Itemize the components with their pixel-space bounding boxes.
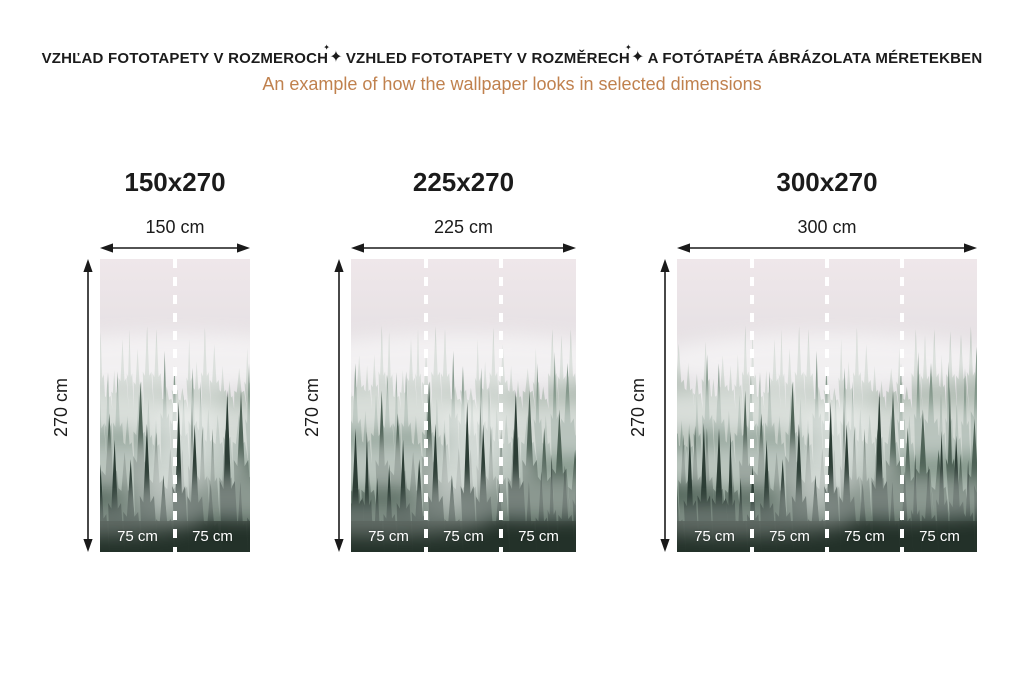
panel-seam-divider — [825, 259, 829, 552]
segment-width-label: 75 cm — [443, 528, 484, 545]
dimension-panels-row: 150x270 150 cm 270 cm 75 cm 75 cm 225x270… — [0, 167, 1024, 557]
wallpaper-preview: 75 cm 75 cm 75 cm — [351, 259, 576, 552]
sparkle-icon: ✦ ✦ — [323, 43, 343, 66]
dimension-panel-225x270: 225x270 225 cm 270 cm 75 cm 75 cm 75 cm — [297, 167, 576, 557]
width-dimension-label: 150 cm — [145, 217, 205, 237]
header: VZHĽAD FOTOTAPETY V ROZMEROCH✦ ✦ VZHLED FO… — [0, 0, 1024, 95]
panel-seam-divider — [750, 259, 754, 552]
page-title: VZHĽAD FOTOTAPETY V ROZMEROCH✦ ✦ VZHLED FO… — [0, 43, 1024, 68]
width-dimension-label: 300 cm — [797, 217, 857, 237]
segment-width-label: 75 cm — [117, 528, 158, 545]
segment-width-label: 75 cm — [368, 528, 409, 545]
segment-width-label: 75 cm — [769, 528, 810, 545]
page-subtitle: An example of how the wallpaper looks in… — [262, 74, 762, 94]
height-dimension-label: 270 cm — [50, 378, 71, 438]
sparkle-icon: ✦ ✦ — [624, 43, 645, 66]
sparkle-small-icon: ✦ — [323, 43, 331, 52]
panel-seam-divider — [173, 259, 177, 552]
panel-seam-divider — [900, 259, 904, 552]
panel-dimension-title: 300x270 — [776, 167, 878, 197]
title-part-czech: VZHLED FOTOTAPETY V ROZMĚRECH — [345, 50, 630, 67]
dimension-panel-300x270: 300x270 300 cm 270 cm 75 cm 75 cm 75 cm 75 … — [623, 167, 977, 557]
vertical-measure-arrow — [331, 259, 347, 557]
height-dimension-label: 270 cm — [627, 378, 648, 438]
segment-width-label: 75 cm — [844, 528, 885, 545]
horizontal-measure-arrow — [677, 240, 977, 256]
segment-width-label: 75 cm — [694, 528, 735, 545]
horizontal-measure-arrow — [100, 240, 250, 256]
sparkle-small-icon: ✦ — [624, 43, 632, 52]
panel-seam-divider — [424, 259, 428, 552]
horizontal-measure-arrow — [351, 240, 576, 256]
wallpaper-preview: 75 cm 75 cm 75 cm 75 cm — [677, 259, 977, 552]
dimension-panel-150x270: 150x270 150 cm 270 cm 75 cm 75 cm — [46, 167, 250, 557]
panel-dimension-title: 225x270 — [412, 167, 515, 197]
foggy-forest-wallpaper-photo — [351, 259, 576, 552]
wallpaper-preview: 75 cm 75 cm — [100, 259, 250, 552]
panel-dimension-title: 150x270 — [124, 167, 226, 197]
segment-width-label: 75 cm — [192, 528, 233, 545]
panel-seam-divider — [499, 259, 503, 552]
vertical-measure-arrow — [80, 259, 96, 557]
width-dimension-label: 225 cm — [433, 217, 494, 237]
segment-width-label: 75 cm — [919, 528, 960, 545]
vertical-measure-arrow — [657, 259, 673, 557]
title-part-slovak: VZHĽAD FOTOTAPETY V ROZMEROCH — [41, 50, 329, 67]
segment-width-label: 75 cm — [518, 528, 559, 545]
title-part-hungarian: A FOTÓTAPÉTA ÁBRÁZOLATA MÉRETEKBEN — [647, 50, 983, 67]
height-dimension-label: 270 cm — [301, 378, 322, 438]
